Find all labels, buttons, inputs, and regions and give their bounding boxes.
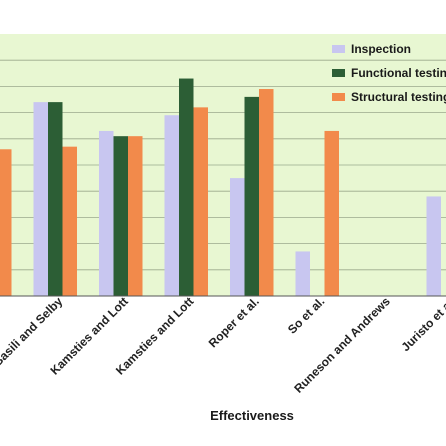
legend-swatch xyxy=(332,69,345,77)
bar-functional-testing xyxy=(179,78,194,296)
legend-label: Structural testing xyxy=(351,90,446,104)
bar-structural-testing xyxy=(128,136,143,296)
bar-inspection xyxy=(295,251,310,296)
bar-structural-testing xyxy=(259,89,274,297)
x-tick-label: Basili and Selby xyxy=(0,294,66,369)
bars xyxy=(0,78,441,297)
legend-label: Functional testing xyxy=(351,66,446,80)
legend: Inspection Functional testing Structural t… xyxy=(332,42,446,104)
bar-functional-testing xyxy=(244,96,259,296)
bar-inspection xyxy=(164,115,179,296)
x-tick-label: Juristo et al. xyxy=(398,294,446,354)
x-axis-title: Effectiveness xyxy=(210,408,294,423)
bar-structural-testing xyxy=(62,146,77,296)
bar-inspection xyxy=(230,178,245,296)
legend-label: Inspection xyxy=(351,42,411,56)
bar-functional-testing xyxy=(48,102,63,297)
bar-structural-testing xyxy=(193,107,208,296)
bar-inspection xyxy=(426,196,441,296)
legend-swatch xyxy=(332,45,345,53)
bar-functional-testing xyxy=(113,136,128,296)
x-tick-label: So et al. xyxy=(285,294,327,336)
bar-structural-testing xyxy=(0,149,12,296)
bar-inspection xyxy=(99,130,114,296)
bar-inspection xyxy=(33,102,48,297)
bar-structural-testing xyxy=(324,130,339,296)
legend-swatch xyxy=(332,93,345,101)
x-tick-label: Roper et al. xyxy=(206,294,262,350)
